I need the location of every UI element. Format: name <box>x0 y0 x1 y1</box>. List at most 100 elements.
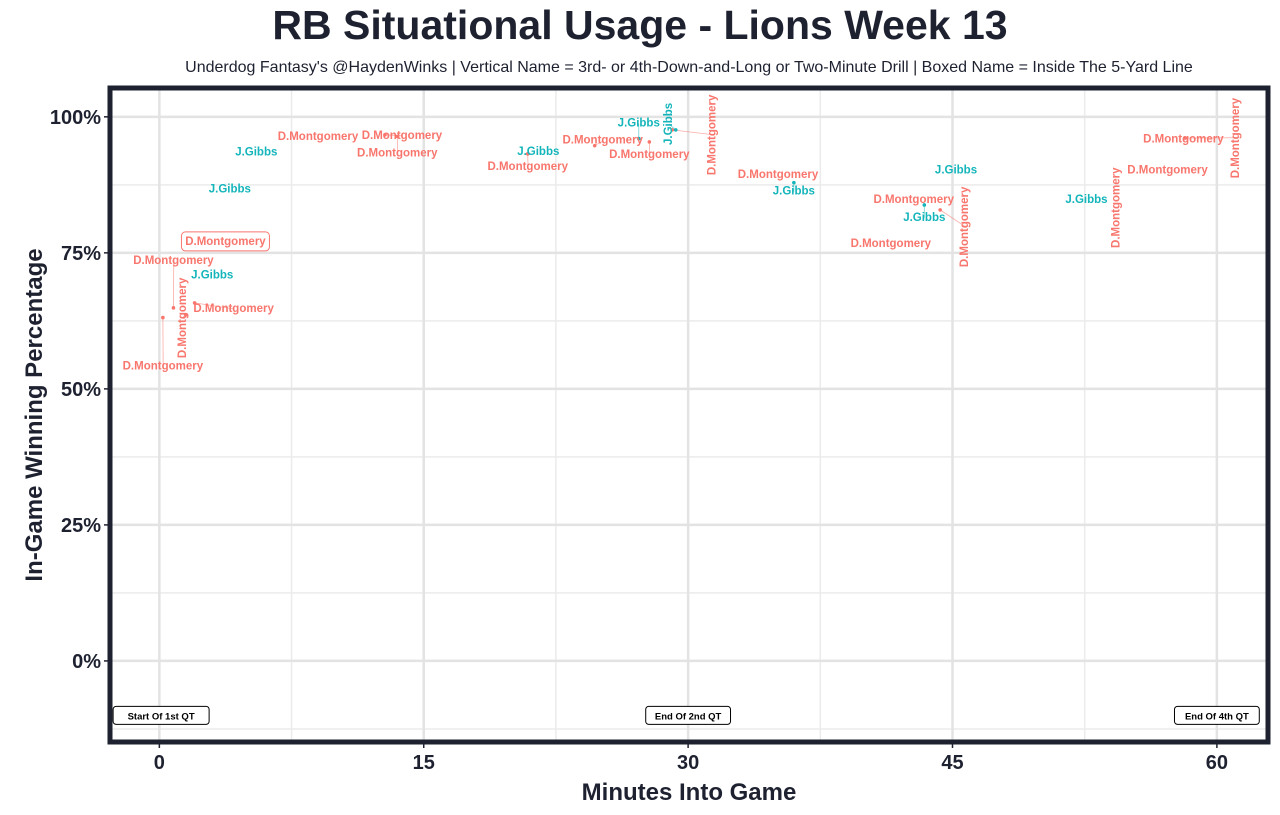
point-label: D.Montgomery <box>133 255 214 267</box>
point-anchor <box>192 301 197 305</box>
y-tick-label: 0% <box>72 651 101 673</box>
point-label: J.Gibbs <box>773 186 815 198</box>
point-label: D.Montgomery <box>193 303 274 315</box>
point-label: J.Gibbs <box>517 146 559 158</box>
quarter-annotation-group: End Of 2nd QT <box>645 705 732 725</box>
point-label: D.Montgomery <box>1143 134 1224 146</box>
point-anchor <box>592 143 597 148</box>
y-tick-label: 50% <box>61 379 101 401</box>
point-label-vertical: D.Montgomery <box>1110 167 1122 248</box>
point-label-vertical: D.Montgomery <box>959 186 971 267</box>
point-label-group: D.Montgomery <box>706 94 718 175</box>
point-label-group: D.Montgomery <box>278 131 359 143</box>
point-anchor <box>395 134 400 139</box>
x-tick-label: 0 <box>154 752 165 774</box>
point-label-group: D.Montgomery <box>123 361 204 373</box>
point-label: J.Gibbs <box>1065 194 1107 206</box>
point-label: D.Montgomery <box>278 131 359 143</box>
point-label-group: J.Gibbs <box>517 146 559 158</box>
point-label-group: J.Gibbs <box>773 186 815 198</box>
point-anchor <box>183 313 188 317</box>
point-anchor <box>922 203 927 207</box>
point-label-group: D.Montgomery <box>738 169 819 181</box>
point-label-group: D.Montgomery <box>1110 167 1122 248</box>
label-leader-line <box>384 134 403 137</box>
point-label-group: J.Gibbs <box>903 212 945 224</box>
point-label: J.Gibbs <box>191 270 233 282</box>
point-label-vertical: J.Gibbs <box>663 103 675 145</box>
annotation-box <box>1173 705 1260 725</box>
boxed-label-frame <box>180 231 270 252</box>
x-axis-label: Minutes Into Game <box>582 779 797 806</box>
grid <box>110 88 1268 742</box>
point-label-group: J.Gibbs <box>935 165 977 177</box>
quarter-annotation-group: End Of 4th QT <box>1173 705 1260 725</box>
point-label-group: D.Montgomery <box>357 147 438 159</box>
point-label: D.Montgomery <box>123 361 204 373</box>
point-label-group: D.Montgomery <box>851 238 932 250</box>
point-label-group: J.Gibbs <box>1065 194 1107 206</box>
point-anchor <box>525 152 530 156</box>
point-anchor <box>1183 136 1187 140</box>
axes: 0 15 30 45 60 0% 25% 50% 75% 100% <box>50 107 1228 774</box>
point-label-boxed: D.Montgomery <box>185 236 266 248</box>
point-label-vertical: D.Montgomery <box>1230 97 1242 178</box>
point-anchor <box>161 315 165 320</box>
labels-layer: Start Of 1st QT End Of 2nd QT End Of 4th Q… <box>112 94 1260 725</box>
point-anchor <box>938 208 942 212</box>
annotation-box <box>112 705 210 725</box>
y-axis-label: In-Game Winning Percentage <box>21 248 48 581</box>
point-label-group: J.Gibbs <box>618 118 660 130</box>
point-label: D.Montgomery <box>873 194 954 206</box>
point-anchor <box>171 306 176 310</box>
point-anchor <box>383 132 387 137</box>
x-tick-label: 45 <box>941 752 963 774</box>
x-tick-label: 30 <box>677 752 699 774</box>
point-label: D.Montgomery <box>1127 165 1208 177</box>
quarter-annotation: End Of 4th QT <box>1185 711 1249 722</box>
point-label: D.Montgomery <box>487 161 568 173</box>
point-label-group: D.Montgomery <box>1143 134 1224 146</box>
point-label: D.Montgomery <box>851 238 932 250</box>
point-label-group: J.Gibbs <box>235 147 277 159</box>
point-anchor <box>792 180 796 185</box>
point-label-group: D.Montgomery <box>873 194 954 206</box>
point-label-vertical: D.Montgomery <box>177 277 189 358</box>
point-label-group: D.Montgomery <box>562 135 643 147</box>
point-label: D.Montgomery <box>357 147 438 159</box>
point-label-vertical: D.Montgomery <box>706 94 718 175</box>
point-label-group: D.Montgomery <box>959 186 971 267</box>
x-tick-label: 15 <box>413 752 435 774</box>
label-leader-line <box>672 129 713 135</box>
point-label: D.Montgomery <box>609 149 690 161</box>
point-label-group: D.Montgomery <box>133 255 214 267</box>
label-leader-line <box>194 302 234 310</box>
point-label-group: D.Montgomery <box>362 130 443 142</box>
point-anchor <box>673 128 678 132</box>
point-label-group: J.Gibbs <box>209 184 251 196</box>
point-label: J.Gibbs <box>235 147 277 159</box>
point-label: D.Montgomery <box>362 130 443 142</box>
chart-subtitle: Underdog Fantasy's @HaydenWinks | Vertic… <box>185 59 1193 76</box>
point-label-group: J.Gibbs <box>663 103 675 145</box>
point-label-group: D.Montgomery <box>1230 97 1242 178</box>
point-label-group: J.Gibbs <box>191 270 233 282</box>
point-label-group: D.Montgomery <box>193 303 274 315</box>
x-tick-label: 60 <box>1206 752 1228 774</box>
y-tick-label: 25% <box>61 515 101 537</box>
point-label-group: D.Montgomery <box>1127 165 1208 177</box>
point-label-group: D.Montgomery <box>487 161 568 173</box>
annotation-box <box>645 705 732 725</box>
quarter-annotation: Start Of 1st QT <box>128 711 195 722</box>
point-anchor <box>636 136 641 141</box>
label-leader-line <box>939 209 966 227</box>
y-tick-label: 100% <box>50 107 101 129</box>
point-label: D.Montgomery <box>738 169 819 181</box>
point-label-group: D.Montgomery <box>177 277 189 358</box>
y-tick-label: 75% <box>61 243 101 265</box>
quarter-annotation: End Of 2nd QT <box>655 711 722 722</box>
point-label-group: D.Montgomery <box>180 231 270 252</box>
plot-border <box>107 85 1271 745</box>
point-label: D.Montgomery <box>562 135 643 147</box>
